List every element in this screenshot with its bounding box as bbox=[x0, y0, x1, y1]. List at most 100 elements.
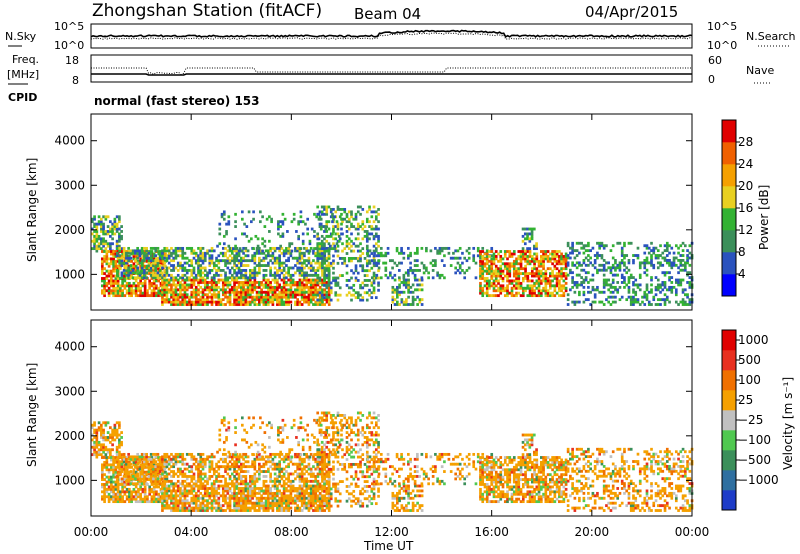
velocity-cell bbox=[215, 499, 218, 503]
power-cell bbox=[95, 227, 99, 231]
power-cell bbox=[501, 272, 505, 275]
power-cell bbox=[519, 264, 523, 268]
power-cell bbox=[340, 232, 343, 236]
power-cell bbox=[325, 290, 329, 294]
power-cell bbox=[350, 232, 353, 236]
power-cell bbox=[528, 227, 532, 231]
power-cell bbox=[179, 283, 182, 287]
velocity-cell bbox=[174, 506, 178, 510]
velocity-cell bbox=[294, 506, 297, 510]
power-cell bbox=[551, 284, 554, 288]
power-cell bbox=[230, 288, 234, 292]
power-cell bbox=[253, 295, 257, 299]
power-cell bbox=[105, 250, 109, 253]
power-cell bbox=[593, 293, 597, 297]
power-cell bbox=[391, 290, 395, 294]
power-cell bbox=[485, 254, 489, 258]
power-cell bbox=[674, 281, 678, 284]
velocity-cell bbox=[246, 489, 250, 493]
power-cell bbox=[165, 288, 169, 292]
power-cell bbox=[625, 283, 629, 287]
power-cell bbox=[323, 205, 326, 209]
power-cell bbox=[323, 279, 326, 282]
velocity-cell bbox=[143, 497, 147, 501]
power-cell bbox=[391, 295, 395, 299]
power-cell bbox=[510, 264, 514, 268]
power-cell bbox=[327, 298, 331, 302]
velocity-cell bbox=[101, 470, 104, 474]
power-cell bbox=[672, 285, 676, 289]
velocity-cell bbox=[316, 494, 320, 498]
power-cell bbox=[519, 250, 523, 253]
power-cell bbox=[372, 227, 376, 231]
power-cell bbox=[323, 273, 327, 277]
power-cell bbox=[181, 249, 185, 253]
power-cell bbox=[294, 300, 297, 304]
power-cell bbox=[91, 232, 94, 236]
power-cell bbox=[181, 256, 185, 260]
power-cell bbox=[112, 267, 115, 271]
power-cell bbox=[314, 300, 318, 304]
velocity-cell bbox=[148, 456, 151, 459]
velocity-cell bbox=[264, 487, 268, 490]
power-cell bbox=[221, 259, 225, 263]
power-cell bbox=[165, 254, 169, 258]
power-cell bbox=[253, 285, 257, 289]
power-cell bbox=[264, 300, 268, 304]
velocity-cell bbox=[163, 504, 167, 508]
velocity-cell bbox=[316, 509, 320, 512]
velocity-cell bbox=[167, 504, 171, 508]
velocity-cell bbox=[110, 475, 113, 479]
velocity-cell bbox=[280, 506, 284, 510]
power-cell bbox=[564, 252, 568, 256]
velocity-cell bbox=[183, 509, 187, 512]
power-cell bbox=[400, 290, 404, 294]
velocity-cell bbox=[112, 480, 115, 484]
power-cell bbox=[494, 257, 498, 261]
power-cell bbox=[400, 261, 403, 265]
velocity-cell bbox=[296, 504, 299, 508]
power-cell bbox=[494, 250, 498, 253]
velocity-cell bbox=[287, 504, 290, 508]
power-cell bbox=[440, 259, 444, 263]
velocity-cell bbox=[161, 494, 164, 498]
power-cell bbox=[250, 220, 253, 224]
velocity-cell bbox=[280, 484, 284, 488]
velocity-cell bbox=[106, 448, 110, 452]
power-cell bbox=[219, 288, 223, 292]
power-cell bbox=[309, 285, 313, 289]
power-cell bbox=[110, 252, 113, 256]
power-cell bbox=[296, 259, 299, 263]
velocity-cell bbox=[101, 473, 104, 477]
power-cell bbox=[206, 288, 209, 292]
power-cell bbox=[114, 269, 118, 273]
power-cell bbox=[174, 295, 178, 299]
power-cell bbox=[199, 254, 203, 258]
velocity-cell bbox=[185, 489, 189, 493]
power-cell bbox=[167, 251, 171, 255]
power-cell bbox=[269, 271, 272, 275]
power-cell bbox=[219, 251, 223, 255]
power-cell bbox=[298, 293, 302, 297]
power-cell bbox=[300, 271, 304, 275]
power-cell bbox=[291, 283, 295, 287]
power-cell bbox=[110, 289, 113, 293]
velocity-cell bbox=[262, 491, 266, 495]
power-cell bbox=[221, 246, 225, 250]
power-cell bbox=[170, 264, 173, 267]
power-cell bbox=[591, 300, 595, 304]
velocity-cell bbox=[233, 499, 236, 503]
power-cell bbox=[670, 246, 674, 250]
power-cell bbox=[551, 279, 554, 283]
power-cell bbox=[650, 258, 653, 262]
power-cell bbox=[114, 264, 118, 268]
colorbar-tick-label: 24 bbox=[738, 157, 753, 171]
power-cell bbox=[411, 300, 415, 304]
power-cell bbox=[167, 288, 171, 292]
power-cell bbox=[100, 220, 103, 224]
power-cell bbox=[533, 259, 536, 263]
power-cell bbox=[269, 281, 272, 284]
velocity-cell bbox=[303, 484, 306, 488]
velocity-cell bbox=[104, 448, 108, 452]
